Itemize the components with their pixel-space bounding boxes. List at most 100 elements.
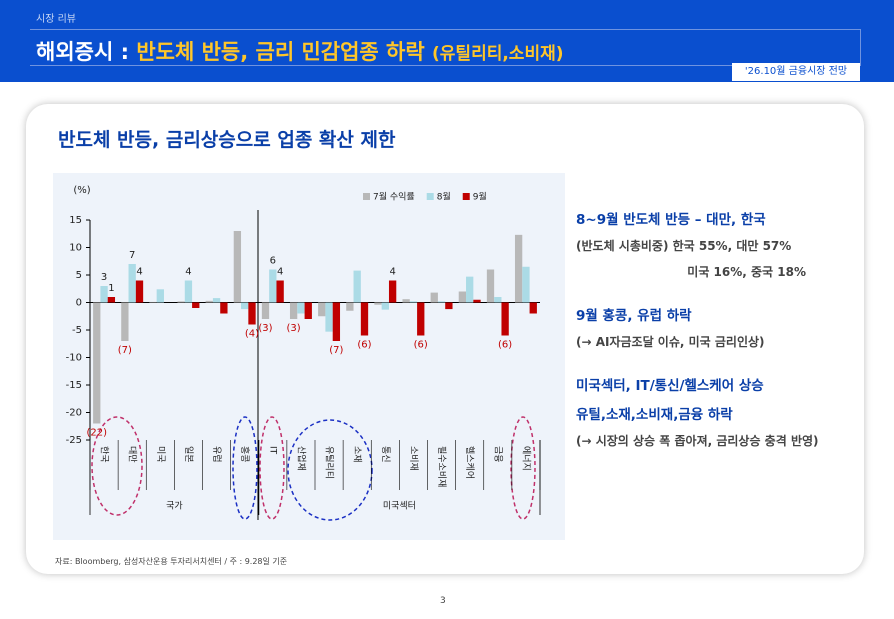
bar — [276, 280, 284, 303]
note-line: (반도체 시총비중) 한국 55%, 대만 57% — [576, 239, 792, 253]
bar — [297, 302, 305, 314]
chart-background — [53, 173, 565, 540]
x-tick-label: 홍콩 — [239, 446, 251, 463]
y-tick-label: -10 — [66, 353, 82, 364]
x-tick-label: 대만 — [127, 446, 138, 463]
data-label: (6) — [357, 340, 371, 351]
title: 해외증시 : 반도체 반등, 금리 민감업종 하락 (유틸리티,소비재) — [36, 36, 564, 66]
bar — [494, 297, 502, 303]
group-label: 미국섹터 — [383, 501, 416, 512]
source: 자료: Bloomberg, 삼성자산운용 투자리서치센터 / 주 : 9.28… — [55, 557, 288, 566]
bar — [93, 302, 101, 424]
x-tick-label: 산업재 — [295, 446, 306, 471]
x-tick-label: 소재 — [352, 446, 363, 463]
y-axis-label: (%) — [73, 185, 90, 196]
data-label: (4) — [245, 329, 259, 340]
bar — [437, 301, 446, 303]
note-heading: 9월 홍콩, 유럽 하락 — [576, 308, 692, 324]
bar — [501, 302, 509, 336]
data-label: (3) — [258, 323, 272, 334]
legend-label: 8월 — [437, 191, 451, 203]
bar — [473, 299, 481, 303]
badge: '26.10월 금융시장 전망 — [732, 63, 860, 81]
x-tick-label: 일본 — [183, 446, 194, 463]
data-label: 4 — [185, 267, 191, 278]
bar — [149, 301, 157, 303]
highlight-ellipse — [510, 416, 536, 520]
y-tick-label: 5 — [76, 270, 82, 281]
note-line: (→ 시장의 상승 폭 좁아져, 금리상승 충격 반영) — [576, 434, 819, 448]
page-number: 3 — [440, 596, 446, 606]
highlight-ellipse — [232, 416, 258, 520]
title-prefix: 해외증시 : — [36, 40, 137, 64]
x-tick-label: 필수소비재 — [436, 446, 448, 487]
bar — [128, 264, 136, 303]
note-heading: 8~9월 반도체 반등 – 대만, 한국 — [576, 212, 766, 228]
data-label: 3 — [101, 272, 107, 283]
title-frame — [30, 29, 861, 66]
legend-label: 9월 — [473, 191, 487, 203]
bar — [156, 289, 164, 303]
x-tick-label: 통신 — [380, 446, 391, 463]
data-label: 4 — [136, 267, 142, 278]
bar — [269, 269, 277, 303]
data-label: 6 — [270, 256, 276, 267]
x-tick-label: 미국 — [155, 446, 166, 463]
data-label: 1 — [108, 283, 114, 294]
y-tick-label: -15 — [66, 380, 82, 391]
bar — [409, 301, 418, 303]
bar — [381, 302, 389, 310]
legend-swatch — [462, 193, 470, 200]
bar — [212, 298, 221, 303]
x-tick-label: 금융 — [492, 446, 503, 463]
bar — [346, 302, 354, 311]
title-paren: (유틸리티,소비재) — [432, 44, 564, 64]
bar — [241, 302, 249, 310]
bar — [248, 302, 256, 325]
y-tick-label: -20 — [66, 408, 82, 419]
bar — [417, 302, 425, 336]
highlight-ellipse — [287, 419, 373, 521]
subtitle: 반도체 반등, 금리상승으로 업종 확산 제한 — [58, 129, 396, 151]
note-block: 8~9월 반도체 반등 – 대만, 한국 (반도체 시총비중) 한국 55%, 대… — [576, 208, 836, 280]
bar — [360, 302, 369, 336]
title-highlight: 반도체 반등, 금리 민감업종 하락 — [136, 40, 433, 64]
highlight-ellipse — [91, 416, 143, 516]
bar — [261, 302, 270, 319]
x-tick-label: 한국 — [99, 446, 110, 463]
y-tick-label: -5 — [72, 325, 82, 336]
data-label: (22) — [86, 428, 107, 439]
data-label: 7 — [129, 250, 135, 261]
group-label: 국가 — [166, 501, 183, 512]
y-tick-label: -25 — [66, 435, 82, 446]
bar — [522, 266, 530, 303]
x-tick-label: 에너지 — [520, 446, 531, 471]
note-line: (→ AI자금조달 이슈, 미국 금리인상) — [576, 335, 765, 349]
data-label: (7) — [118, 345, 132, 356]
x-tick-label: IT — [267, 446, 277, 455]
bar — [233, 231, 242, 303]
note-heading: 유틸,소재,소비재,금융 하락 — [576, 407, 733, 423]
legend-swatch — [426, 193, 434, 200]
bar — [466, 276, 474, 303]
x-tick-label: 유럽 — [211, 446, 222, 463]
bar — [430, 292, 438, 303]
legend-swatch — [363, 193, 370, 200]
y-tick-label: 0 — [76, 298, 82, 309]
x-tick-label: 소비재 — [408, 446, 419, 471]
bar — [374, 302, 382, 305]
bar — [353, 270, 361, 303]
bar — [529, 302, 537, 314]
bar — [177, 301, 185, 303]
data-label: (6) — [498, 340, 512, 351]
y-tick-label: 15 — [69, 215, 82, 226]
section-label: 시장 리뷰 — [36, 14, 76, 25]
bar — [289, 302, 298, 319]
x-tick-label: 유틸리티 — [324, 446, 335, 479]
notes: 8~9월 반도체 반등 – 대만, 한국 (반도체 시총비중) 한국 55%, 대… — [576, 208, 836, 473]
note-heading: 미국섹터, IT/통신/헬스케어 상승 — [576, 378, 764, 394]
data-label: 4 — [277, 267, 283, 278]
